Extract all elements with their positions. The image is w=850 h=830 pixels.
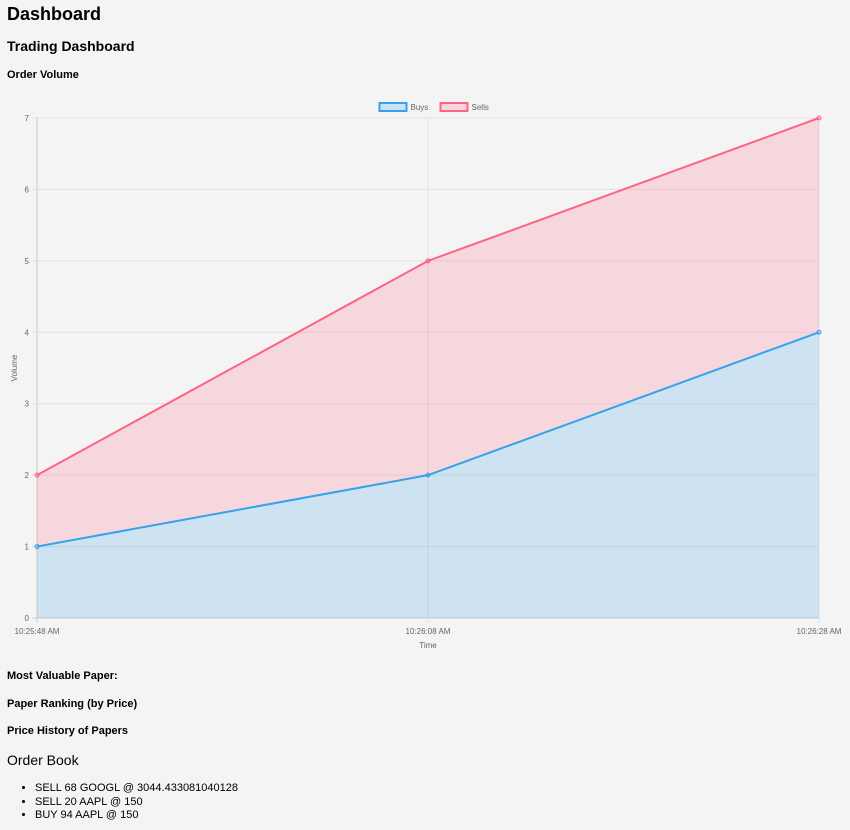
x-tick-label: 10:26:08 AM: [406, 627, 451, 636]
y-tick-label: 0: [25, 614, 30, 623]
most-valuable-paper-heading: Most Valuable Paper:: [7, 670, 118, 682]
legend-item-sells[interactable]: Sells: [439, 102, 489, 112]
chart-points: [34, 115, 822, 550]
legend-swatch: [378, 102, 408, 112]
y-tick-label: 4: [25, 328, 30, 337]
order-volume-heading: Order Volume: [7, 69, 79, 81]
order-book-heading: Order Book: [7, 752, 79, 768]
y-tick-label: 2: [25, 471, 30, 480]
order-book-list: SELL 68 GOOGL @ 3044.433081040128 SELL 2…: [0, 782, 238, 823]
x-tick-label: 10:26:28 AM: [797, 627, 842, 636]
y-tick-label: 6: [25, 185, 30, 194]
y-tick-label: 3: [25, 400, 30, 409]
data-point-sells[interactable]: [34, 472, 40, 478]
data-point-sells[interactable]: [816, 115, 822, 121]
chart-lines: [36, 117, 820, 548]
y-tick-label: 5: [25, 257, 30, 266]
data-point-buys[interactable]: [34, 544, 40, 550]
data-point-buys[interactable]: [425, 472, 431, 478]
order-volume-chart[interactable]: 0 1 2 3 4 5 6 7 10:25:48 AM 10:26:08 AM 10:26:28 …: [0, 95, 850, 660]
page-title: Dashboard: [7, 4, 102, 24]
price-history-heading: Price History of Papers: [7, 725, 129, 737]
order-item: SELL 68 GOOGL @ 3044.433081040128: [35, 782, 238, 796]
data-point-buys[interactable]: [816, 329, 822, 335]
legend-label: Sells: [472, 103, 489, 112]
y-axis-ticks: 0 1 2 3 4 5 6 7: [25, 114, 30, 623]
legend-label: Buys: [411, 103, 429, 112]
series-line-buys: [36, 331, 820, 548]
chart-legend[interactable]: Buys Sells: [378, 102, 489, 112]
order-item: BUY 94 AAPL @ 150: [35, 809, 238, 823]
y-tick-label: 1: [25, 543, 30, 552]
y-axis-title: Volume: [10, 354, 19, 381]
series-area-sells: [37, 118, 819, 547]
x-axis-ticks: 10:25:48 AM 10:26:08 AM 10:26:28 AM: [15, 627, 842, 636]
x-tick-label: 10:25:48 AM: [15, 627, 60, 636]
chart-grid: [32, 117, 820, 623]
page-subtitle: Trading Dashboard: [7, 38, 135, 54]
y-tick-label: 7: [25, 114, 30, 123]
x-axis-title: Time: [419, 641, 437, 650]
order-item: SELL 20 AAPL @ 150: [35, 796, 238, 810]
series-line-sells: [36, 117, 820, 477]
legend-item-buys[interactable]: Buys: [378, 102, 429, 112]
data-point-sells[interactable]: [425, 258, 431, 264]
paper-ranking-heading: Paper Ranking (by Price): [7, 698, 138, 710]
legend-swatch: [439, 102, 469, 112]
